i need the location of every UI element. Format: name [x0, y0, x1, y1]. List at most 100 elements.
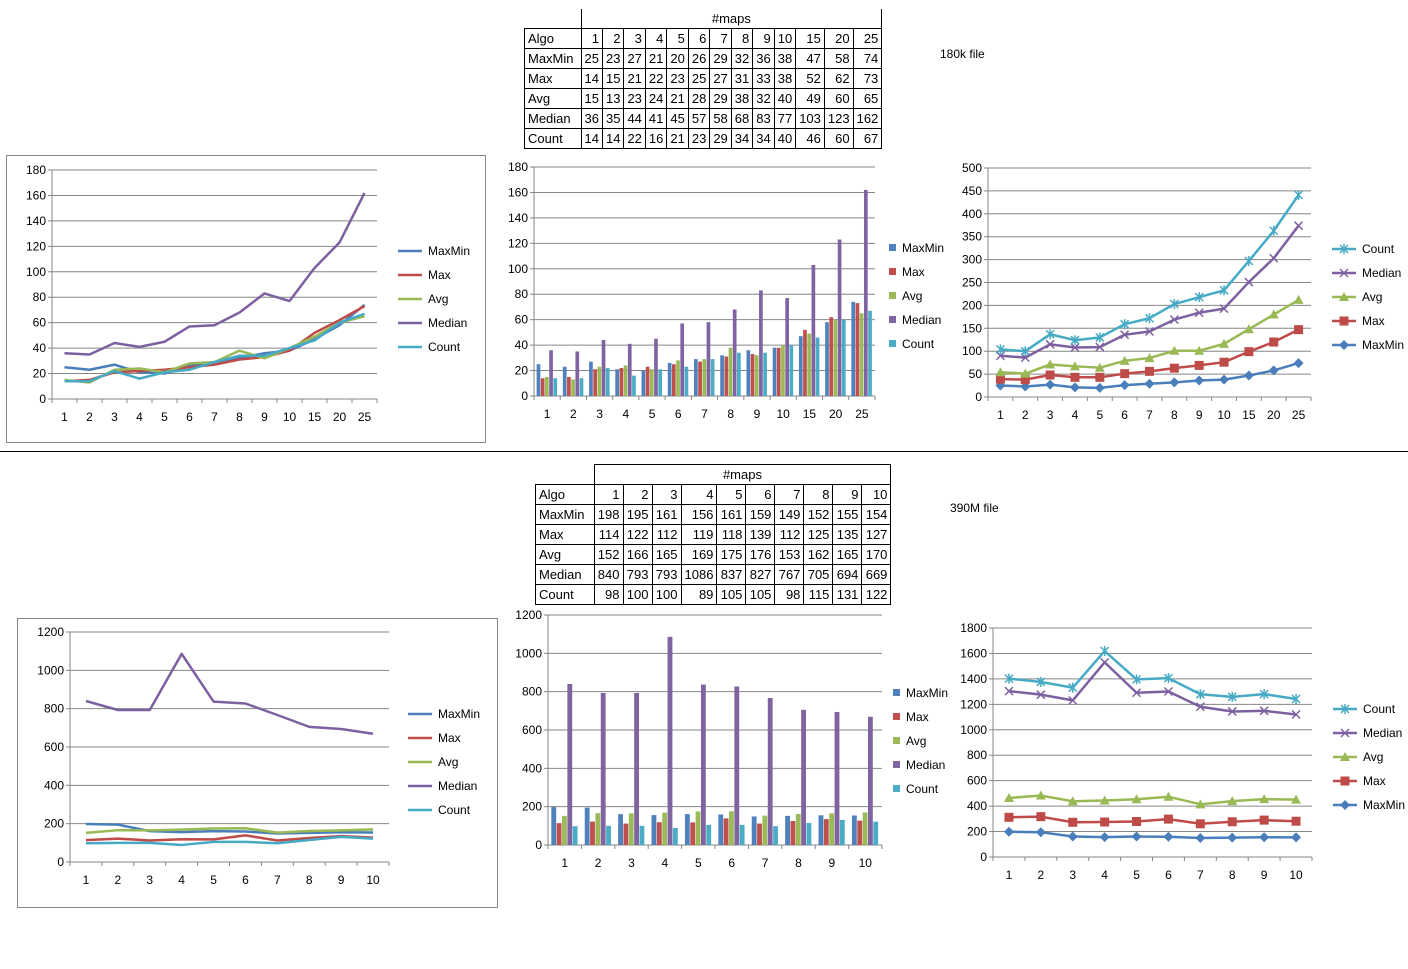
y-tick-label: 1000	[515, 646, 542, 660]
y-tick-label: 350	[962, 230, 982, 244]
bar-max	[857, 820, 863, 845]
y-tick-label: 180	[26, 163, 46, 177]
y-tick-label: 160	[26, 188, 46, 202]
bar-median	[627, 343, 632, 396]
data-point-maxmin	[1035, 827, 1046, 838]
table-cell: 29	[709, 88, 732, 109]
table-cell: 198	[593, 504, 624, 525]
section-label-390M: 390M file	[950, 501, 999, 515]
data-point-max	[1045, 370, 1055, 380]
x-tick-label: 10	[366, 873, 380, 887]
x-tick-label: 4	[662, 856, 669, 870]
table-cell: 14	[580, 128, 603, 149]
bar-median	[732, 309, 737, 396]
data-point-count	[1340, 704, 1350, 714]
bar-max	[823, 819, 829, 845]
table-cell: 20	[666, 48, 689, 69]
bar-count	[706, 824, 712, 845]
data-point-count	[1120, 319, 1130, 330]
bar-count	[868, 310, 872, 396]
table-column-header: 8	[730, 28, 754, 49]
bar-maxmin	[851, 301, 856, 396]
table-column-header: 5	[716, 484, 747, 505]
data-point-median	[1070, 343, 1080, 353]
data-point-median	[1100, 657, 1110, 667]
table-cell: 165	[832, 544, 863, 565]
y-tick-label: 500	[962, 161, 982, 175]
legend-label: Avg	[906, 734, 926, 748]
x-tick-label: 2	[1038, 868, 1045, 882]
table-cell: 34	[752, 128, 775, 149]
table-row: MaxMin 25 23 27 21 20 26 29 32 36 38 47 58 74	[524, 48, 883, 69]
table-cell: 125	[803, 524, 834, 545]
bar-avg	[762, 815, 768, 845]
table-cell: 60	[823, 88, 854, 109]
table-cell: 65	[852, 88, 883, 109]
table-cell: 22	[623, 128, 646, 149]
table-cell: 45	[666, 108, 689, 129]
table-cell: 21	[666, 88, 689, 109]
table-cell: 139	[745, 524, 776, 545]
x-tick-label: 6	[1121, 408, 1128, 422]
bar-avg	[597, 366, 602, 396]
legend-label: Median	[428, 316, 467, 330]
bar-count	[710, 359, 715, 396]
x-tick-label: 5	[649, 407, 656, 421]
x-tick-label: 7	[274, 873, 281, 887]
data-point-maxmin	[1099, 832, 1110, 843]
data-point-count	[1036, 676, 1046, 687]
data-point-median	[1004, 686, 1014, 696]
table-cell: 33	[752, 68, 775, 89]
y-tick-label: 600	[44, 740, 64, 754]
bar-maxmin	[694, 359, 698, 396]
table-cell: 131	[832, 584, 863, 605]
bar-count	[806, 822, 812, 845]
table-cell: 155	[832, 504, 863, 525]
y-tick-label: 150	[962, 321, 982, 335]
section-label-180k: 180k file	[940, 47, 985, 61]
x-tick-label: 2	[86, 410, 93, 424]
series-line-max	[64, 305, 366, 383]
y-tick-label: 200	[962, 298, 982, 312]
bar-count	[658, 369, 663, 396]
table-column-header: 6	[687, 28, 711, 49]
bar-avg	[649, 369, 654, 396]
y-tick-label: 0	[535, 838, 542, 852]
legend-swatch	[889, 244, 896, 251]
x-tick-label: 6	[242, 873, 249, 887]
y-tick-label: 20	[515, 364, 529, 378]
table-row: Median 840 793 793 1086 837 827 767 705 694 669	[535, 564, 892, 585]
table-cell: 705	[803, 564, 834, 585]
table-column-header: 4	[680, 484, 718, 505]
y-tick-label: 300	[962, 253, 982, 267]
table-cell: 46	[795, 128, 825, 149]
bar-max	[829, 317, 834, 396]
legend-item-count: Count	[398, 340, 461, 354]
line-chart-390M: 0 200 400 600 800 1000 1200 1 2 3 4 5 6 7 8 9 10 MaxMin Ma…	[37, 625, 480, 887]
data-point-maxmin	[1259, 832, 1270, 843]
data-point-avg	[1094, 362, 1105, 372]
bar-avg	[545, 376, 549, 396]
legend-label: Count	[906, 782, 939, 796]
bar-count	[737, 352, 741, 396]
legend-label: MaxMin	[1363, 798, 1405, 812]
table-cell: 41	[644, 108, 668, 129]
bar-median	[680, 323, 685, 396]
data-point-max	[1004, 812, 1014, 822]
bar-median	[834, 711, 840, 845]
bar-count	[606, 825, 611, 845]
x-tick-label: 10	[859, 856, 873, 870]
table-row: Avg 15 13 23 24 21 28 29 38 32 40 49 60 65	[524, 88, 883, 109]
data-point-count	[1132, 674, 1142, 685]
table-cell: 49	[795, 88, 825, 109]
bar-median	[837, 239, 842, 396]
table-row-label: Count	[524, 128, 582, 149]
data-point-median	[1219, 304, 1229, 314]
bar-max	[855, 303, 860, 396]
table-cell: 100	[651, 584, 682, 605]
bar-max	[790, 821, 796, 845]
bar-max	[690, 822, 696, 845]
data-table-180k: #maps Algo 1 2 3 4 5 6 7 8 9 10 15 20 25 MaxMin 25 23 27 21…	[524, 9, 883, 149]
legend-swatch	[889, 292, 896, 299]
table-header-maps: #maps	[593, 464, 892, 485]
